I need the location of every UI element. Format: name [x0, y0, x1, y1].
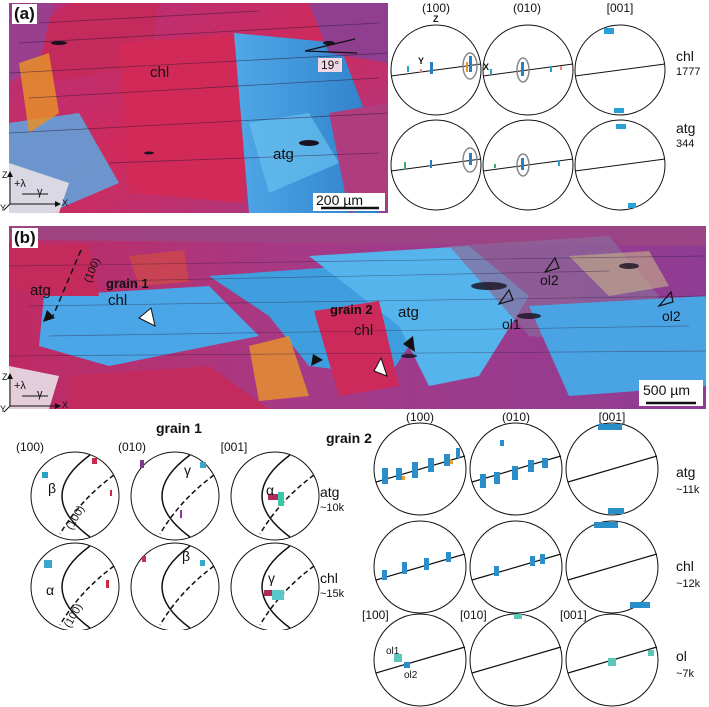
g1-row-atg-count: ~10k — [320, 502, 345, 514]
pf-a-chl-010 — [482, 24, 574, 116]
pf-a-axis-y: Y — [418, 56, 425, 66]
g1-atg-100 — [30, 451, 120, 541]
g2-title-001: [001] — [598, 410, 626, 424]
panel-b-label: (b) — [12, 228, 38, 248]
g1-atg-sym-100: β — [48, 480, 57, 496]
g2-row-atg-count: ~11k — [676, 484, 700, 496]
g2-ol-title-010: [010] — [460, 608, 487, 622]
pf-a-atg-010 — [482, 119, 574, 211]
map-b-ol2b: ol2 — [662, 308, 681, 324]
g1-chl-sym-001: γ — [268, 570, 275, 586]
g2-row-chl-count: ~12k — [676, 578, 701, 590]
pf-a-title-001: [001] — [606, 1, 634, 15]
pf-a-axis-x: X — [483, 62, 490, 72]
g1-atg-sym-010: γ — [184, 462, 191, 478]
map-b-atg2: atg — [398, 304, 419, 321]
grain1-title: grain 1 — [156, 420, 202, 436]
g1-row-chl-count: ~15k — [320, 588, 345, 600]
g1-title-100: (100) — [15, 440, 44, 454]
g1-row-atg-mineral: atg — [320, 484, 340, 500]
pf-a-title-100: (100) — [421, 1, 450, 15]
pf-a-title-010: (010) — [512, 1, 541, 15]
pf-a-row-chl-mineral: chl — [676, 48, 694, 64]
pole-figures-grain2 — [373, 422, 659, 707]
panel-a-label: (a) — [12, 4, 37, 24]
g1-atg-010 — [130, 451, 220, 541]
axis-a-x: X — [62, 198, 69, 208]
pf-a-atg-001 — [574, 119, 666, 211]
scale-bar-b-label: 500 µm — [643, 382, 690, 398]
axis-b-x: X — [62, 400, 69, 410]
g2-row-atg-mineral: atg — [676, 464, 696, 480]
axis-a-gamma: γ — [37, 186, 43, 198]
g2-atg-010 — [469, 422, 563, 516]
g2-chl-100 — [373, 520, 467, 614]
micrograph-b-image — [9, 226, 706, 409]
g2-atg-100 — [373, 422, 467, 516]
g2-ol-100 — [373, 613, 467, 707]
g1-title-010: (010) — [117, 440, 146, 454]
g1-chl-100 — [30, 542, 120, 630]
axis-a-y: Y — [0, 203, 7, 213]
pole-figures-a — [390, 24, 666, 211]
g2-chl-010 — [469, 520, 563, 614]
micrograph-b — [9, 226, 706, 409]
angle-label: 19° — [318, 58, 343, 72]
pf-a-chl-100 — [390, 24, 482, 116]
axis-a-lambda: +λ — [14, 178, 26, 190]
g2-ol-label-ol1: ol1 — [386, 646, 400, 657]
g1-chl-sym-010: β — [182, 548, 191, 564]
g2-title-010: (010) — [501, 410, 530, 424]
g2-chl-001 — [565, 520, 659, 614]
axis-b-z: Z — [2, 372, 8, 382]
micrograph-a-image — [9, 3, 388, 213]
axis-b-y: Y — [0, 404, 7, 414]
pf-a-chl-001 — [574, 24, 666, 116]
map-b-grain2: grain 2 — [330, 302, 373, 317]
g2-ol-001 — [565, 613, 659, 707]
map-b-chl2: chl — [354, 322, 374, 339]
g2-atg-001 — [565, 422, 659, 516]
g2-row-chl-mineral: chl — [676, 558, 694, 574]
g2-ol-title-100: [100] — [362, 608, 389, 622]
map-b-ol2a: ol2 — [540, 272, 559, 288]
g2-ol-title-001: [001] — [560, 608, 587, 622]
g1-title-001: [001] — [220, 440, 248, 454]
g1-atg-sym-001: α — [266, 482, 275, 498]
pf-a-axis-z: Z — [433, 14, 439, 24]
axis-b-lambda: +λ — [14, 380, 26, 392]
scale-bar-a-label: 200 µm — [316, 192, 363, 208]
axis-b-gamma: γ — [37, 388, 43, 400]
pole-figures-grain1 — [30, 451, 320, 630]
pf-a-row-atg-count: 344 — [676, 138, 695, 150]
g1-chl-010 — [130, 542, 220, 630]
axis-a-z: Z — [2, 170, 8, 180]
pf-a-row-chl-count: 1777 — [676, 66, 701, 78]
g2-row-ol-count: ~7k — [676, 668, 695, 680]
axes-b-icon — [3, 373, 61, 413]
g1-chl-001 — [230, 542, 320, 630]
g2-row-ol-mineral: ol — [676, 648, 687, 664]
map-b-atg-left: atg — [30, 282, 51, 299]
map-a-chl-label: chl — [150, 64, 170, 81]
pf-a-row-atg-mineral: atg — [676, 120, 696, 136]
micrograph-a — [9, 3, 388, 213]
grain2-title: grain 2 — [326, 430, 372, 446]
map-b-ol1: ol1 — [502, 316, 521, 332]
g1-row-chl-mineral: chl — [320, 570, 338, 586]
g1-atg-001 — [230, 451, 320, 541]
axes-a-icon — [3, 171, 61, 211]
g2-ol-010 — [469, 613, 563, 707]
g1-chl-sym-100: α — [46, 582, 55, 598]
g2-ol-label-ol2: ol2 — [404, 670, 418, 681]
map-a-atg-label: atg — [273, 146, 294, 163]
g2-title-100: (100) — [405, 410, 434, 424]
pf-a-atg-100 — [390, 119, 482, 211]
map-b-grain1: grain 1 — [106, 276, 149, 291]
map-b-chl1: chl — [108, 292, 128, 309]
